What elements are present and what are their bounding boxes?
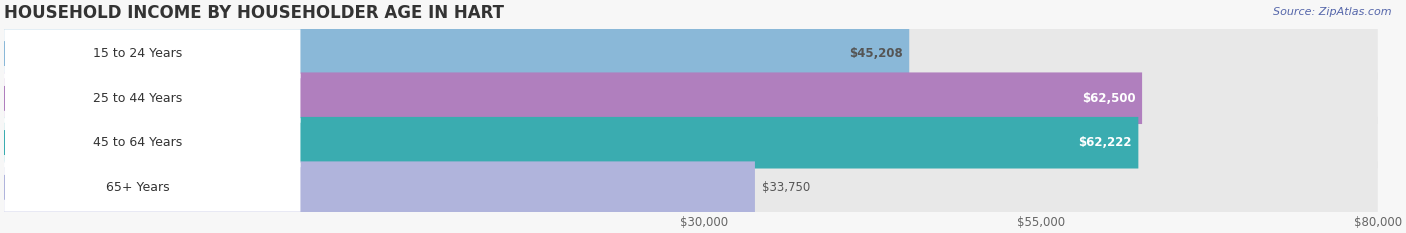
FancyBboxPatch shape (4, 28, 1378, 79)
Text: 65+ Years: 65+ Years (105, 181, 169, 194)
FancyBboxPatch shape (4, 72, 1378, 124)
Text: 25 to 44 Years: 25 to 44 Years (93, 92, 183, 105)
FancyBboxPatch shape (4, 117, 1378, 168)
FancyBboxPatch shape (4, 161, 1378, 213)
Text: 45 to 64 Years: 45 to 64 Years (93, 136, 183, 149)
FancyBboxPatch shape (4, 28, 910, 79)
Text: HOUSEHOLD INCOME BY HOUSEHOLDER AGE IN HART: HOUSEHOLD INCOME BY HOUSEHOLDER AGE IN H… (4, 4, 505, 22)
FancyBboxPatch shape (4, 118, 301, 167)
Text: $62,500: $62,500 (1081, 92, 1136, 105)
Text: Source: ZipAtlas.com: Source: ZipAtlas.com (1274, 7, 1392, 17)
FancyBboxPatch shape (4, 29, 301, 78)
FancyBboxPatch shape (4, 161, 755, 213)
FancyBboxPatch shape (4, 117, 1139, 168)
FancyBboxPatch shape (4, 163, 301, 212)
Text: $33,750: $33,750 (762, 181, 810, 194)
Text: $45,208: $45,208 (849, 47, 903, 60)
FancyBboxPatch shape (4, 72, 1142, 124)
FancyBboxPatch shape (4, 74, 301, 123)
Text: $62,222: $62,222 (1078, 136, 1132, 149)
Text: 15 to 24 Years: 15 to 24 Years (93, 47, 183, 60)
